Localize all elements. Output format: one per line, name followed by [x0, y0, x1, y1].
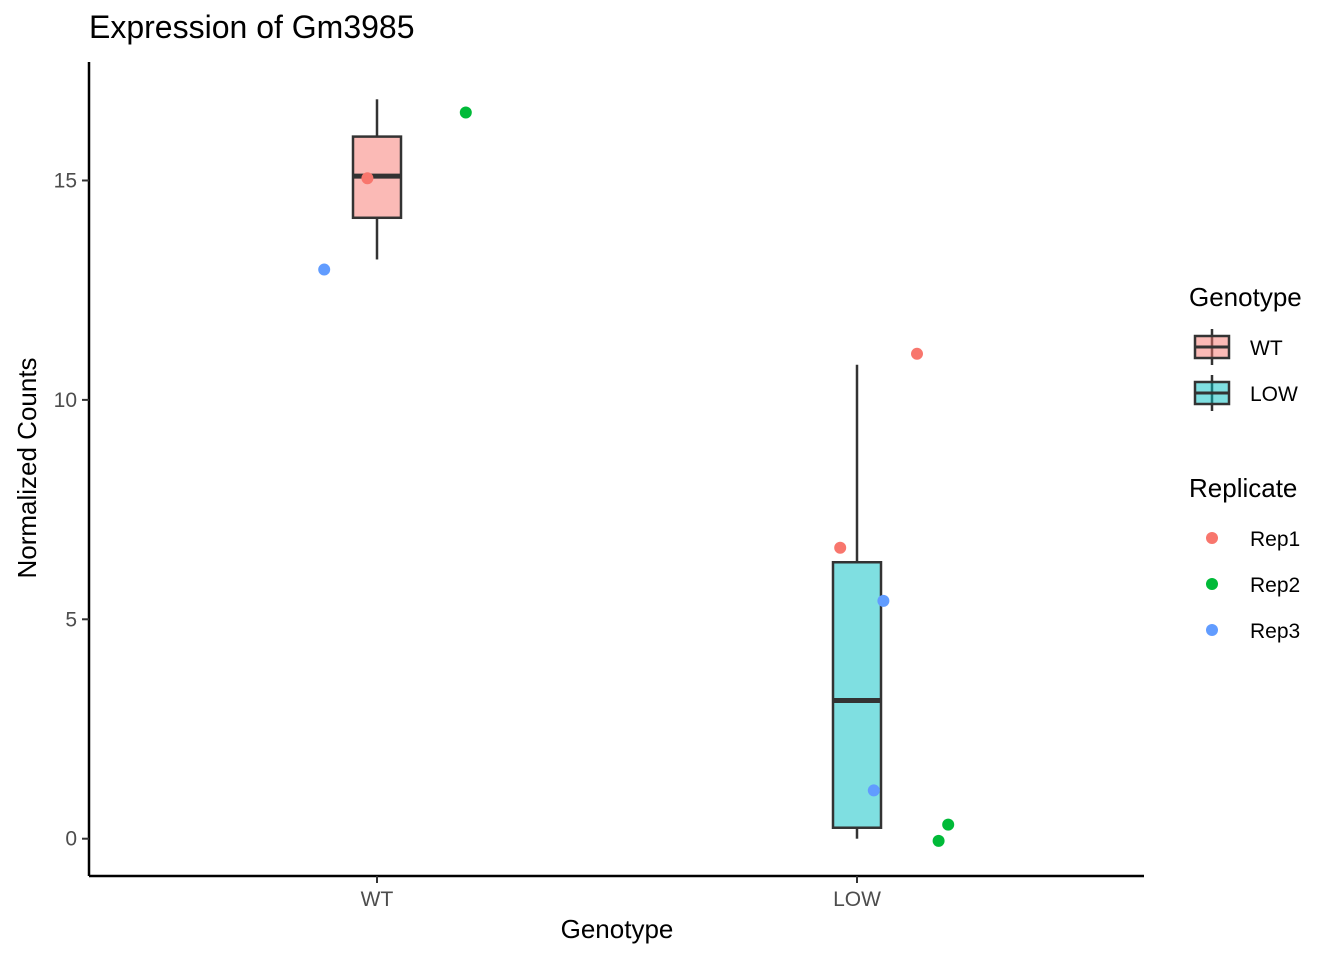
- legend-title-replicate: Replicate: [1189, 473, 1297, 503]
- x-tick-label: WT: [361, 888, 394, 911]
- legend-label-low: LOW: [1250, 383, 1298, 406]
- legend-label-wt: WT: [1250, 337, 1283, 360]
- y-tick-label: 10: [54, 389, 77, 412]
- legend-replicate: Replicate Rep1 Rep2 Rep3: [1189, 473, 1300, 643]
- y-tick-label: 5: [65, 608, 77, 631]
- y-tick-label: 0: [65, 828, 77, 851]
- point-wt-rep1: [361, 172, 374, 185]
- legend-key-wt: [1193, 329, 1231, 365]
- legend-key-low: [1193, 375, 1231, 411]
- legend-point-rep3: [1206, 624, 1218, 636]
- legend-title-genotype: Genotype: [1189, 282, 1302, 312]
- point-low-rep1: [834, 541, 847, 554]
- legend-point-rep2: [1206, 578, 1218, 590]
- axes: 0 5 10 15 WT LOW: [54, 62, 1144, 911]
- box-low: [831, 364, 883, 839]
- point-wt-rep3: [318, 263, 331, 276]
- legend-label-rep1: Rep1: [1250, 528, 1300, 551]
- point-low-rep3: [867, 784, 880, 797]
- legend-point-rep1: [1206, 532, 1218, 544]
- legend-label-rep2: Rep2: [1250, 574, 1300, 597]
- x-axis-title: Genotype: [561, 914, 674, 944]
- point-low-rep2: [942, 818, 955, 831]
- point-low-rep1: [911, 347, 923, 360]
- point-low-rep2: [932, 834, 945, 847]
- chart-title: Expression of Gm3985: [89, 9, 415, 45]
- box-wt: [351, 99, 403, 260]
- x-tick-label: LOW: [833, 888, 881, 911]
- y-axis-title: Normalized Counts: [12, 357, 42, 578]
- box-body: [831, 560, 883, 829]
- legend-label-rep3: Rep3: [1250, 620, 1300, 643]
- legend-genotype: Genotype WT LOW: [1189, 282, 1302, 411]
- point-low-rep3: [877, 594, 890, 607]
- point-wt-rep2: [459, 106, 472, 119]
- y-tick-label: 15: [54, 169, 77, 192]
- plot-area: [318, 99, 955, 847]
- legend: Genotype WT LOW Replicate Rep1 Rep2 Rep3: [1189, 282, 1302, 643]
